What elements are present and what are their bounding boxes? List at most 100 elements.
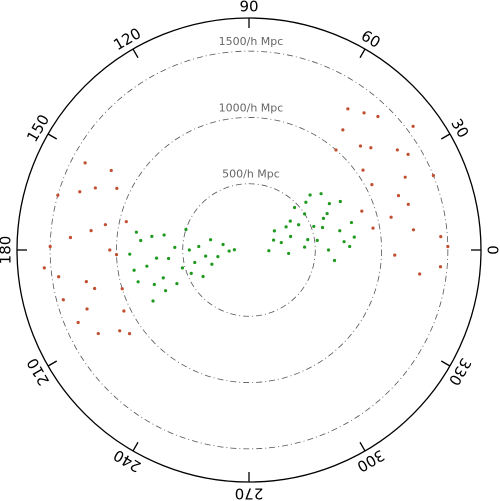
theta-tick-label: 180 bbox=[0, 236, 15, 265]
galaxy-point bbox=[201, 274, 205, 279]
galaxy-point bbox=[406, 202, 410, 206]
galaxy-point bbox=[221, 242, 225, 247]
galaxy-point bbox=[89, 229, 93, 233]
galaxy-point bbox=[341, 128, 345, 132]
galaxy-point bbox=[210, 262, 214, 266]
galaxy-point bbox=[154, 256, 159, 260]
galaxy-point bbox=[287, 251, 291, 256]
galaxy-point bbox=[284, 225, 288, 229]
theta-tick bbox=[440, 133, 451, 140]
galaxy-point bbox=[83, 161, 87, 165]
galaxy-point bbox=[93, 186, 97, 190]
galaxy-point bbox=[338, 229, 342, 233]
galaxy-point bbox=[56, 193, 60, 197]
galaxy-point bbox=[371, 226, 375, 230]
galaxy-point bbox=[163, 289, 168, 293]
galaxy-point bbox=[389, 215, 393, 219]
galaxy-point bbox=[312, 224, 316, 229]
galaxy-point bbox=[134, 230, 138, 234]
grid-ring bbox=[49, 50, 449, 450]
galaxy-point bbox=[114, 253, 119, 257]
galaxy-point bbox=[321, 216, 326, 221]
theta-tick-label: 330 bbox=[445, 355, 475, 389]
galaxy-point bbox=[349, 220, 354, 225]
galaxy-point bbox=[315, 238, 319, 243]
galaxy-point bbox=[152, 282, 156, 287]
galaxy-point bbox=[431, 173, 435, 178]
theta-tick-label: 150 bbox=[23, 111, 53, 145]
galaxy-point bbox=[122, 309, 126, 313]
galaxy-point bbox=[418, 272, 422, 276]
galaxy-point bbox=[118, 329, 122, 333]
galaxy-point bbox=[319, 192, 323, 196]
galaxy-point bbox=[288, 219, 292, 223]
galaxy-point bbox=[57, 275, 61, 279]
galaxy-point bbox=[84, 280, 88, 284]
theta-tick bbox=[47, 360, 58, 367]
galaxy-point bbox=[342, 240, 346, 244]
theta-tick bbox=[132, 48, 139, 59]
galaxy-point bbox=[48, 244, 52, 249]
galaxy-point bbox=[369, 146, 373, 150]
theta-tick-label: 210 bbox=[23, 355, 53, 389]
galaxy-point bbox=[128, 252, 132, 256]
galaxy-point bbox=[438, 265, 443, 269]
galaxy-point bbox=[166, 256, 171, 261]
theta-tick-label: 300 bbox=[354, 446, 388, 476]
galaxy-point bbox=[352, 235, 356, 239]
galaxy-point bbox=[292, 205, 297, 210]
galaxy-point bbox=[334, 148, 338, 152]
galaxy-point bbox=[395, 148, 399, 152]
ring-label: 500/h Mpc bbox=[222, 168, 280, 181]
galaxy-point bbox=[145, 264, 149, 268]
galaxy-point bbox=[303, 245, 307, 249]
galaxy-point bbox=[327, 202, 331, 206]
galaxy-point bbox=[68, 235, 73, 240]
galaxy-point bbox=[326, 248, 331, 252]
galaxy-point bbox=[289, 234, 293, 239]
theta-tick-label: 240 bbox=[110, 446, 144, 476]
galaxy-point bbox=[187, 248, 191, 252]
galaxy-point bbox=[446, 244, 450, 249]
galaxy-point bbox=[193, 260, 197, 265]
outer-circle bbox=[16, 17, 482, 483]
galaxy-point bbox=[115, 186, 119, 190]
theta-tick bbox=[359, 48, 366, 59]
galaxy-point bbox=[76, 320, 80, 325]
galaxy-point bbox=[189, 271, 193, 275]
galaxy-point bbox=[139, 238, 143, 243]
galaxy-point bbox=[279, 240, 283, 245]
galaxy-point bbox=[109, 168, 113, 173]
galaxy-point bbox=[150, 234, 154, 238]
galaxy-point bbox=[393, 253, 397, 257]
galaxy-point bbox=[346, 107, 350, 111]
grid-ring bbox=[116, 117, 382, 383]
grid-ring bbox=[182, 183, 316, 317]
galaxy-point bbox=[302, 212, 307, 216]
galaxy-point bbox=[124, 220, 128, 224]
galaxy-point bbox=[216, 255, 220, 259]
galaxy-point bbox=[184, 227, 188, 232]
galaxy-point bbox=[127, 332, 132, 336]
galaxy-point bbox=[320, 225, 325, 230]
galaxy-point bbox=[108, 248, 112, 252]
galaxy-point bbox=[360, 209, 364, 213]
galaxy-point bbox=[272, 229, 277, 233]
galaxy-point bbox=[61, 298, 65, 302]
theta-tick bbox=[359, 441, 366, 452]
galaxy-point bbox=[208, 238, 213, 242]
galaxy-point bbox=[180, 266, 185, 270]
galaxy-point bbox=[403, 175, 407, 179]
galaxy-point bbox=[362, 111, 366, 115]
galaxy-point bbox=[358, 144, 363, 148]
galaxy-point bbox=[348, 244, 352, 249]
galaxy-point bbox=[297, 223, 301, 227]
galaxy-point bbox=[136, 280, 140, 284]
ring-label: 1000/h Mpc bbox=[219, 101, 284, 114]
galaxy-point bbox=[103, 223, 107, 227]
galaxy-point bbox=[161, 276, 165, 280]
galaxy-point bbox=[232, 248, 237, 252]
galaxy-point bbox=[361, 168, 365, 172]
theta-tick bbox=[47, 133, 58, 140]
theta-tick-label: 0 bbox=[484, 245, 500, 255]
